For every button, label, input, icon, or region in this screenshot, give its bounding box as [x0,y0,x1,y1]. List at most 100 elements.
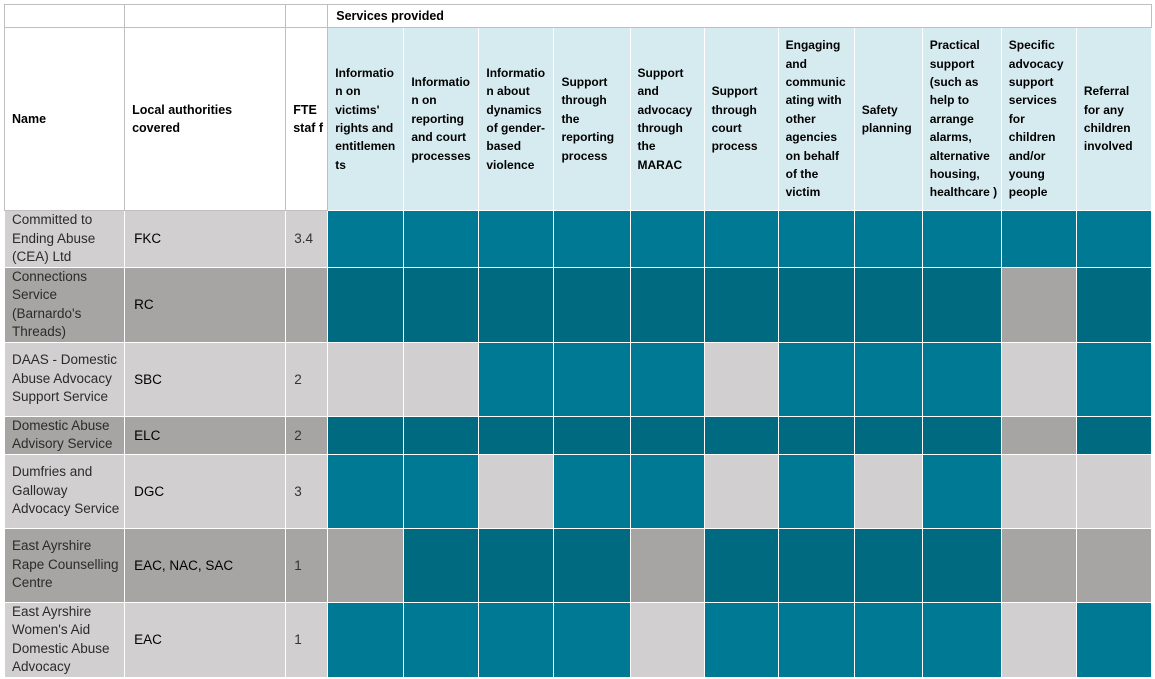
service-provided-cell [853,415,923,455]
service-provided-cell [327,601,405,678]
table-row: Committed to Ending Abuse (CEA) Ltd FKC 3.… [3,210,1153,268]
table-row: Dumfries and Galloway Advocacy Service DG… [3,453,1153,529]
service-header: Support through court process [703,27,779,211]
fte-staff: 2 [285,341,329,417]
service-provided-cell [921,266,1002,343]
service-provided-cell [327,210,405,268]
service-provided-cell [478,415,555,455]
service-provided-cell [703,527,779,603]
service-provided-cell [553,210,631,268]
name-header: Name [3,27,126,211]
table-row: East Ayrshire Rape Counselling Centre EAC… [3,527,1153,603]
fte-header: FTE staf f [285,27,329,211]
service-provided-cell [629,266,705,343]
service-provided-cell [921,601,1002,678]
service-provided-cell [921,341,1002,417]
blank-cell [124,4,287,28]
table-row: DAAS - Domestic Abuse Advocacy Support S… [3,341,1153,417]
service-provided-cell [403,415,480,455]
local-authorities: FKC [124,210,287,268]
service-header: Safety planning [853,27,923,211]
service-provided-cell [1075,341,1153,417]
service-provided-cell [478,527,555,603]
service-provided-cell [553,341,631,417]
service-not-provided-cell [1000,601,1077,678]
blank-cell [3,4,126,28]
service-provided-cell [1075,210,1153,268]
service-provided-cell [629,341,705,417]
service-not-provided-cell [703,341,779,417]
service-not-provided-cell [478,453,555,529]
service-header: Referral for any children involved [1075,27,1153,211]
service-provided-cell [853,210,923,268]
service-provided-cell [327,415,405,455]
service-provided-cell [921,415,1002,455]
service-provided-cell [629,210,705,268]
service-provided-cell [1075,266,1153,343]
service-name: Connections Service (Barnardo's Threads) [3,266,126,343]
blank-cell [285,4,329,28]
service-provided-cell [327,266,405,343]
service-provided-cell [777,415,855,455]
service-provided-cell [703,601,779,678]
service-name: East Ayrshire Rape Counselling Centre [3,527,126,603]
service-provided-cell [1075,601,1153,678]
service-provided-cell [478,266,555,343]
service-provided-cell [1000,210,1077,268]
service-header: Informatio n on reporting and court proc… [403,27,480,211]
service-header: Support through the reporting process [553,27,631,211]
services-provided-header: Services provided [327,4,1152,28]
local-authorities: ELC [124,415,287,455]
service-provided-cell [553,415,631,455]
service-provided-cell [403,210,480,268]
service-not-provided-cell [853,453,923,529]
services-table: Services provided Name Local authorities… [3,4,1153,678]
service-provided-cell [703,210,779,268]
service-provided-cell [777,341,855,417]
service-provided-cell [777,527,855,603]
local-authorities: SBC [124,341,287,417]
table-row: Connections Service (Barnardo's Threads)… [3,266,1153,343]
service-not-provided-cell [327,341,405,417]
fte-staff: 2 [285,415,329,455]
service-header: Informatio n on victims' rights and enti… [327,27,405,211]
fte-staff: 3.4 [285,210,329,268]
service-provided-cell [853,601,923,678]
service-provided-cell [777,210,855,268]
service-provided-cell [777,453,855,529]
service-not-provided-cell [1000,266,1077,343]
fte-staff: 1 [285,527,329,603]
service-header: Engaging and communic ating with other a… [777,27,855,211]
service-provided-cell [478,341,555,417]
service-provided-cell [629,453,705,529]
service-provided-cell [853,341,923,417]
service-provided-cell [629,415,705,455]
fte-staff [285,266,329,343]
service-not-provided-cell [1075,527,1153,603]
service-not-provided-cell [327,527,405,603]
service-provided-cell [777,266,855,343]
service-provided-cell [478,210,555,268]
service-name: Dumfries and Galloway Advocacy Service [3,453,126,529]
service-provided-cell [553,601,631,678]
service-provided-cell [703,266,779,343]
service-provided-cell [853,266,923,343]
service-provided-cell [403,601,480,678]
service-name: Domestic Abuse Advisory Service [3,415,126,455]
fte-staff: 1 [285,601,329,678]
service-header: Support and advocacy through the MARAC [629,27,705,211]
service-provided-cell [403,453,480,529]
service-not-provided-cell [1075,453,1153,529]
service-not-provided-cell [703,453,779,529]
service-provided-cell [921,210,1002,268]
service-provided-cell [553,527,631,603]
service-header: Specific advocacy support services for c… [1000,27,1077,211]
service-provided-cell [403,266,480,343]
service-not-provided-cell [629,527,705,603]
fte-staff: 3 [285,453,329,529]
service-provided-cell [777,601,855,678]
local-authorities: RC [124,266,287,343]
local-authorities: DGC [124,453,287,529]
service-header: Informatio n about dynamics of gender-ba… [478,27,555,211]
service-name: East Ayrshire Women's Aid Domestic Abuse… [3,601,126,678]
